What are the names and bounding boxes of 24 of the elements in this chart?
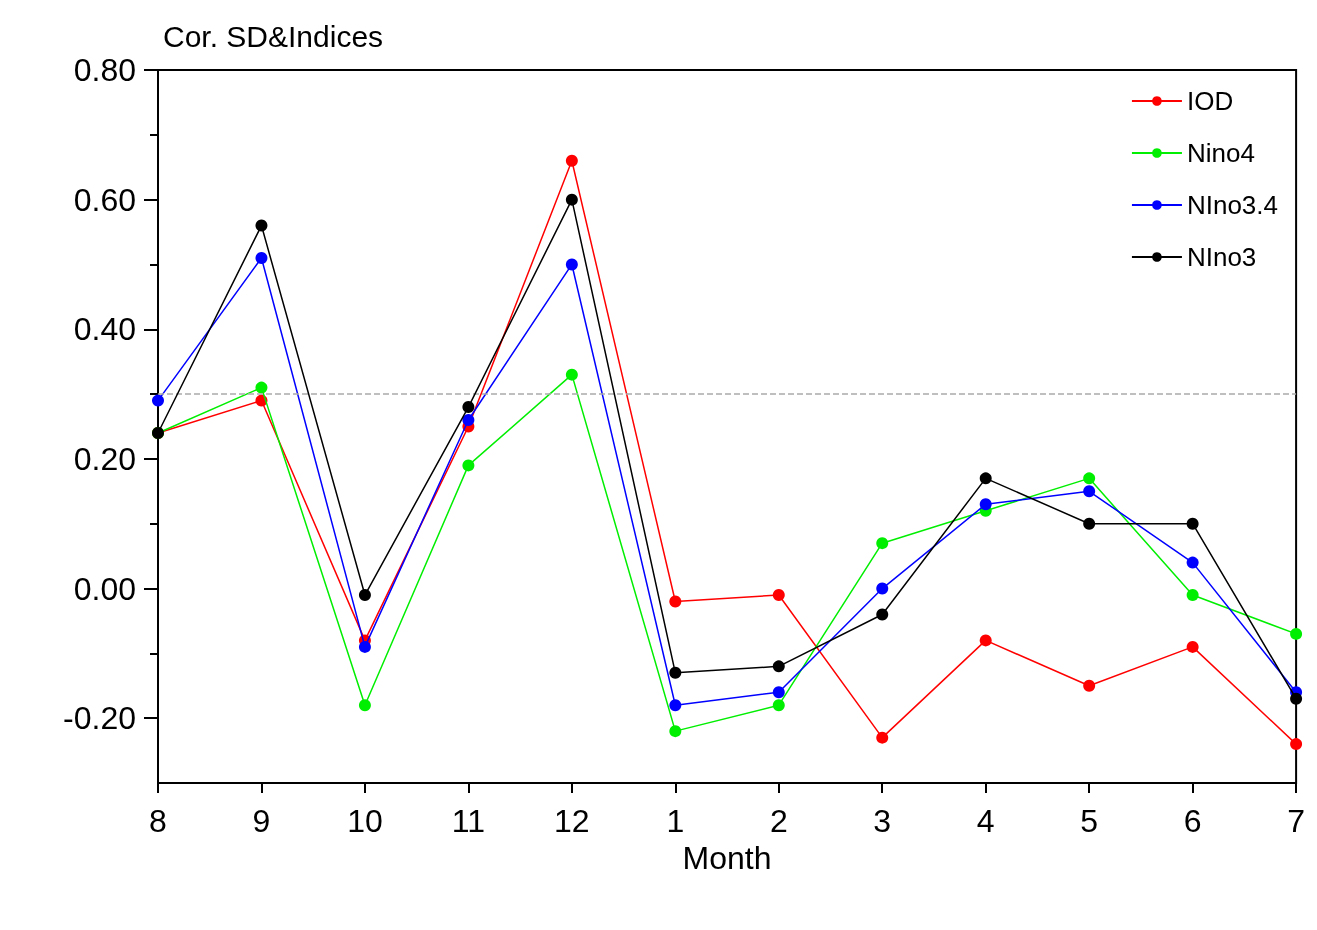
x-tick-label: 3 bbox=[873, 803, 892, 839]
y-tick-label: 0.60 bbox=[73, 181, 136, 218]
x-tick-label: 2 bbox=[769, 803, 788, 839]
x-tick-label: 8 bbox=[149, 803, 167, 839]
x-tick-label: 4 bbox=[976, 803, 995, 839]
y-tick-label: -0.20 bbox=[63, 700, 136, 737]
legend-label: Nino4 bbox=[1186, 138, 1255, 168]
legend-label: NIno3 bbox=[1186, 242, 1257, 272]
x-axis-title: Month bbox=[682, 839, 772, 876]
x-tick-label: 1 bbox=[666, 803, 685, 839]
x-tick-label: 11 bbox=[451, 803, 485, 839]
x-tick-label: 6 bbox=[1183, 803, 1202, 839]
x-tick-label: 10 bbox=[347, 803, 383, 839]
legend-label: NIno3.4 bbox=[1186, 190, 1279, 220]
y-tick-label: 0.20 bbox=[73, 440, 136, 477]
y-tick-label: 0.40 bbox=[73, 311, 136, 348]
chart-title: Cor. SD&Indices bbox=[163, 19, 384, 53]
x-tick-label: 5 bbox=[1080, 803, 1099, 839]
y-tick-label: 0.00 bbox=[73, 570, 136, 607]
x-tick-label: 9 bbox=[252, 803, 271, 839]
x-tick-label: 7 bbox=[1287, 803, 1305, 839]
x-tick-label: 12 bbox=[554, 803, 590, 839]
legend-label: IOD bbox=[1186, 86, 1234, 116]
y-tick-label: 0.80 bbox=[73, 52, 136, 88]
